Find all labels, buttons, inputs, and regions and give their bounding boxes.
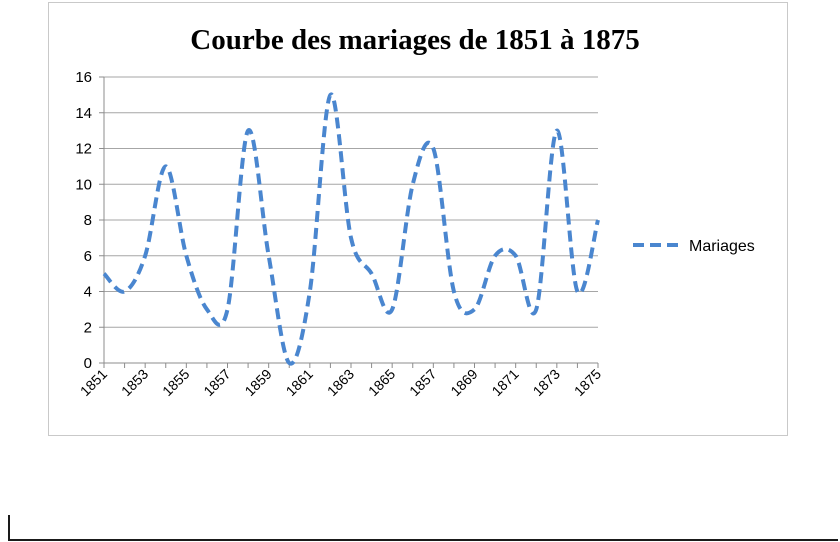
y-tick-label: 4 bbox=[84, 284, 92, 301]
x-tick-label: 1857 bbox=[200, 366, 233, 399]
y-tick-label: 12 bbox=[75, 141, 92, 158]
x-tick-label: 1873 bbox=[530, 366, 563, 399]
y-tick-label: 0 bbox=[84, 355, 92, 372]
x-tick-label: 1853 bbox=[118, 366, 151, 399]
x-tick-label: 1875 bbox=[571, 366, 604, 399]
y-tick-label: 14 bbox=[75, 105, 92, 122]
y-tick-label: 6 bbox=[84, 248, 92, 265]
axes bbox=[103, 77, 599, 368]
x-tick-label: 1859 bbox=[241, 366, 274, 399]
legend-label-mariages: Mariages bbox=[689, 238, 755, 255]
chart-frame: Courbe des mariages de 1851 à 1875 0 2 4 6 8… bbox=[48, 2, 788, 436]
x-tick-label: 1869 bbox=[447, 366, 480, 399]
x-tick-label: 1865 bbox=[365, 366, 398, 399]
x-tick-label: 1861 bbox=[283, 366, 316, 399]
y-tick-label: 8 bbox=[84, 212, 92, 229]
y-tick-label: 16 bbox=[75, 69, 92, 86]
x-tick-label: 1871 bbox=[488, 366, 521, 399]
series-lines bbox=[102, 92, 600, 366]
x-tick-labels: 1851 1853 1855 1857 1859 1861 1863 1865 1857 1869… bbox=[77, 366, 604, 399]
y-tick-labels: 0 2 4 6 8 10 12 14 16 bbox=[75, 69, 92, 372]
x-tick-label: 1857 bbox=[406, 366, 439, 399]
x-tick-label: 1863 bbox=[324, 366, 357, 399]
x-tick-label: 1851 bbox=[77, 366, 110, 399]
series-line-mariages bbox=[102, 92, 600, 366]
line-chart: Courbe des mariages de 1851 à 1875 0 2 4 6 8… bbox=[75, 24, 755, 399]
scan-border bbox=[8, 515, 838, 541]
y-tick-label: 2 bbox=[84, 319, 92, 336]
chart-title: Courbe des mariages de 1851 à 1875 bbox=[190, 24, 639, 56]
x-tick-label: 1855 bbox=[159, 366, 192, 399]
y-tick-label: 10 bbox=[75, 176, 92, 193]
legend: Mariages bbox=[633, 238, 755, 255]
